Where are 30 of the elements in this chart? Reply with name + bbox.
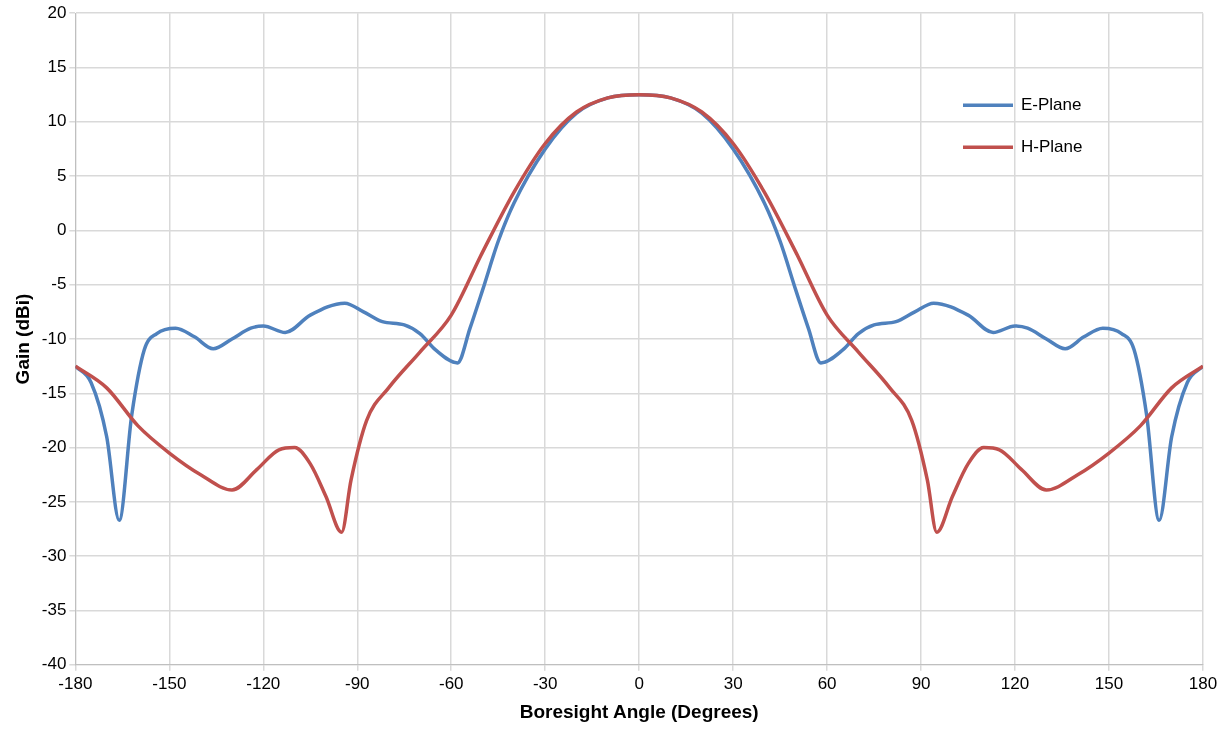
y-axis-title: Gain (dBi) (11, 293, 33, 385)
x-tick-label: 120 (1000, 673, 1030, 693)
y-tick-label: -10 (41, 328, 67, 348)
y-tick-label: 20 (47, 2, 67, 22)
y-tick-label: 15 (47, 57, 67, 77)
y-tick-label: -20 (41, 437, 67, 457)
x-tick-label: 30 (723, 673, 743, 693)
legend-label: H-Plane (1021, 136, 1083, 156)
x-tick-label: 150 (1094, 673, 1124, 693)
x-tick-label: -60 (438, 673, 464, 693)
x-tick-label: -120 (246, 673, 281, 693)
x-tick-label: -180 (58, 673, 93, 693)
legend-label: E-Plane (1021, 94, 1082, 114)
y-tick-label: 10 (47, 111, 67, 131)
x-tick-label: -150 (152, 673, 187, 693)
x-axis-title: Boresight Angle (Degrees) (519, 700, 759, 722)
y-tick-label: 0 (56, 220, 67, 240)
y-tick-label: -5 (51, 274, 67, 294)
x-tick-label: 0 (634, 673, 644, 693)
x-tick-label: -30 (532, 673, 558, 693)
x-tick-label: 180 (1188, 673, 1218, 693)
y-tick-label: -35 (41, 600, 67, 620)
x-tick-label: -90 (344, 673, 370, 693)
x-tick-label: 90 (911, 673, 931, 693)
y-tick-label: 5 (56, 165, 67, 185)
y-tick-label: -25 (41, 491, 67, 511)
y-tick-label: -30 (41, 545, 67, 565)
x-tick-label: 60 (817, 673, 837, 693)
y-tick-label: -15 (41, 382, 67, 402)
y-tick-label: -40 (41, 654, 67, 674)
